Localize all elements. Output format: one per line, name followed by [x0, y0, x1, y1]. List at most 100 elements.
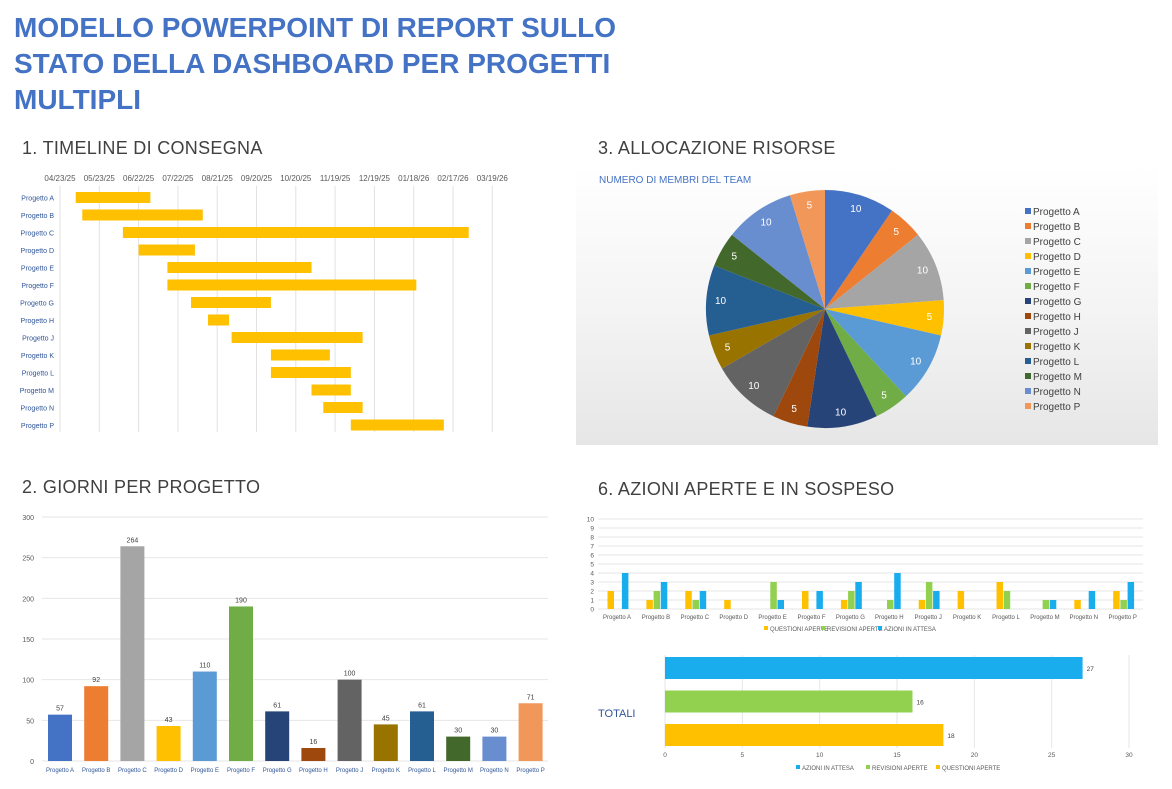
actions-category-label: Progetto H [875, 615, 904, 621]
actions-legend-label: AZIONI IN ATTESA [884, 627, 936, 633]
days-category-label: Progetto P [516, 768, 544, 774]
actions-category-label: Progetto J [915, 615, 942, 621]
actions-legend-swatch [878, 626, 882, 630]
actions-tick-label: 7 [590, 544, 594, 551]
totals-bar [665, 724, 944, 746]
days-category-label: Progetto K [372, 768, 400, 774]
actions-category-label: Progetto P [1109, 615, 1137, 621]
totals-value-label: 27 [1087, 666, 1095, 673]
totals-tick-label: 30 [1125, 752, 1133, 759]
actions-bar [957, 591, 965, 609]
actions-tick-label: 1 [590, 598, 594, 605]
gantt-row-label: Progetto J [22, 336, 54, 343]
totals-legend-swatch [936, 765, 940, 769]
pie-legend-label: Progetto K [1033, 342, 1081, 353]
actions-tick-label: 0 [590, 607, 594, 614]
actions-category-label: Progetto E [758, 615, 786, 621]
actions-bar [894, 573, 901, 609]
totals-tick-label: 20 [971, 752, 979, 759]
gantt-bar [231, 332, 363, 343]
days-bar [84, 686, 109, 761]
pie-legend-label: Progetto G [1033, 297, 1082, 308]
totals-value-label: 18 [947, 733, 955, 740]
days-tick-label: 100 [22, 678, 34, 685]
actions-tick-label: 10 [587, 517, 595, 524]
section-actions-heading: 6. AZIONI APERTE E IN SOSPESO [598, 479, 895, 499]
gantt-bar [167, 279, 417, 291]
gantt-tick-label: 01/18/26 [398, 174, 430, 183]
days-bar [301, 747, 326, 761]
totals-bar [665, 657, 1083, 679]
gantt-bar [270, 349, 330, 361]
actions-bar [685, 591, 692, 609]
actions-bar [621, 573, 629, 609]
actions-bar [802, 591, 809, 609]
actions-legend-label: QUESTIONI APERTE [770, 627, 828, 633]
gantt-bar [138, 244, 195, 256]
totals-tick-label: 0 [663, 752, 667, 759]
days-value-label: 43 [165, 717, 173, 724]
actions-bar [660, 582, 668, 609]
pie-slice [825, 210, 919, 309]
actions-legend-swatch [821, 626, 825, 630]
gantt-row-label: Progetto K [21, 353, 54, 360]
days-value-label: 16 [310, 739, 318, 746]
days-category-label: Progetto H [299, 768, 328, 774]
days-category-label: Progetto G [263, 768, 292, 774]
pie-legend-swatch [1025, 238, 1031, 244]
actions-category-label: Progetto B [642, 615, 670, 621]
pie-legend-swatch [1025, 388, 1031, 394]
pie-legend-swatch [1025, 328, 1031, 334]
gantt-bar [323, 402, 363, 413]
days-bar [120, 546, 145, 761]
pie-legend-label: Progetto L [1033, 357, 1080, 368]
actions-bar [653, 591, 661, 609]
pie-slice [825, 309, 906, 417]
gantt-bar [75, 192, 151, 203]
gantt-tick-label: 12/19/25 [359, 174, 391, 183]
pie-legend-label: Progetto M [1033, 372, 1082, 383]
pie-legend-swatch [1025, 373, 1031, 379]
actions-tick-label: 9 [590, 526, 594, 533]
pie-slice [789, 190, 825, 309]
actions-bar [646, 600, 653, 609]
days-tick-label: 250 [22, 556, 34, 563]
totals-legend-swatch [796, 765, 800, 769]
actions-bar [1120, 600, 1127, 609]
actions-bar [1088, 591, 1096, 609]
pie-value-label: 10 [910, 356, 922, 367]
actions-category-label: Progetto M [1030, 615, 1059, 621]
days-category-label: Progetto M [444, 768, 473, 774]
gantt-row-label: Progetto F [21, 283, 54, 290]
days-value-label: 45 [382, 715, 390, 722]
actions-bar [848, 591, 855, 609]
actions-bar [1003, 591, 1011, 609]
pie-legend-label: Progetto A [1033, 207, 1080, 218]
days-value-label: 61 [273, 702, 281, 709]
pie-legend-label: Progetto N [1033, 387, 1081, 398]
actions-bar [918, 600, 926, 609]
gantt-tick-label: 03/19/26 [477, 174, 509, 183]
days-value-label: 61 [418, 702, 426, 709]
totals-legend-label: REVISIONI APERTE [872, 766, 928, 772]
actions-bar [777, 600, 784, 609]
totals-tick-label: 5 [741, 752, 745, 759]
section-days-heading: 2. GIORNI PER PROGETTO [22, 477, 261, 497]
actions-bar [1113, 591, 1120, 609]
pie-legend-label: Progetto J [1033, 327, 1079, 338]
pie-legend-swatch [1025, 358, 1031, 364]
actions-category-label: Progetto K [953, 615, 981, 621]
actions-tick-label: 2 [590, 589, 594, 596]
actions-tick-label: 8 [590, 535, 594, 542]
actions-category-label: Progetto D [719, 615, 748, 621]
totals-tick-label: 25 [1048, 752, 1056, 759]
actions-tick-label: 5 [590, 562, 594, 569]
actions-category-label: Progetto C [680, 615, 709, 621]
pie-slice [825, 234, 944, 309]
days-bar [518, 703, 543, 761]
actions-bar [855, 582, 862, 609]
pie-value-label: 10 [760, 217, 772, 228]
days-category-label: Progetto E [191, 768, 219, 774]
gantt-tick-label: 09/20/25 [241, 174, 273, 183]
